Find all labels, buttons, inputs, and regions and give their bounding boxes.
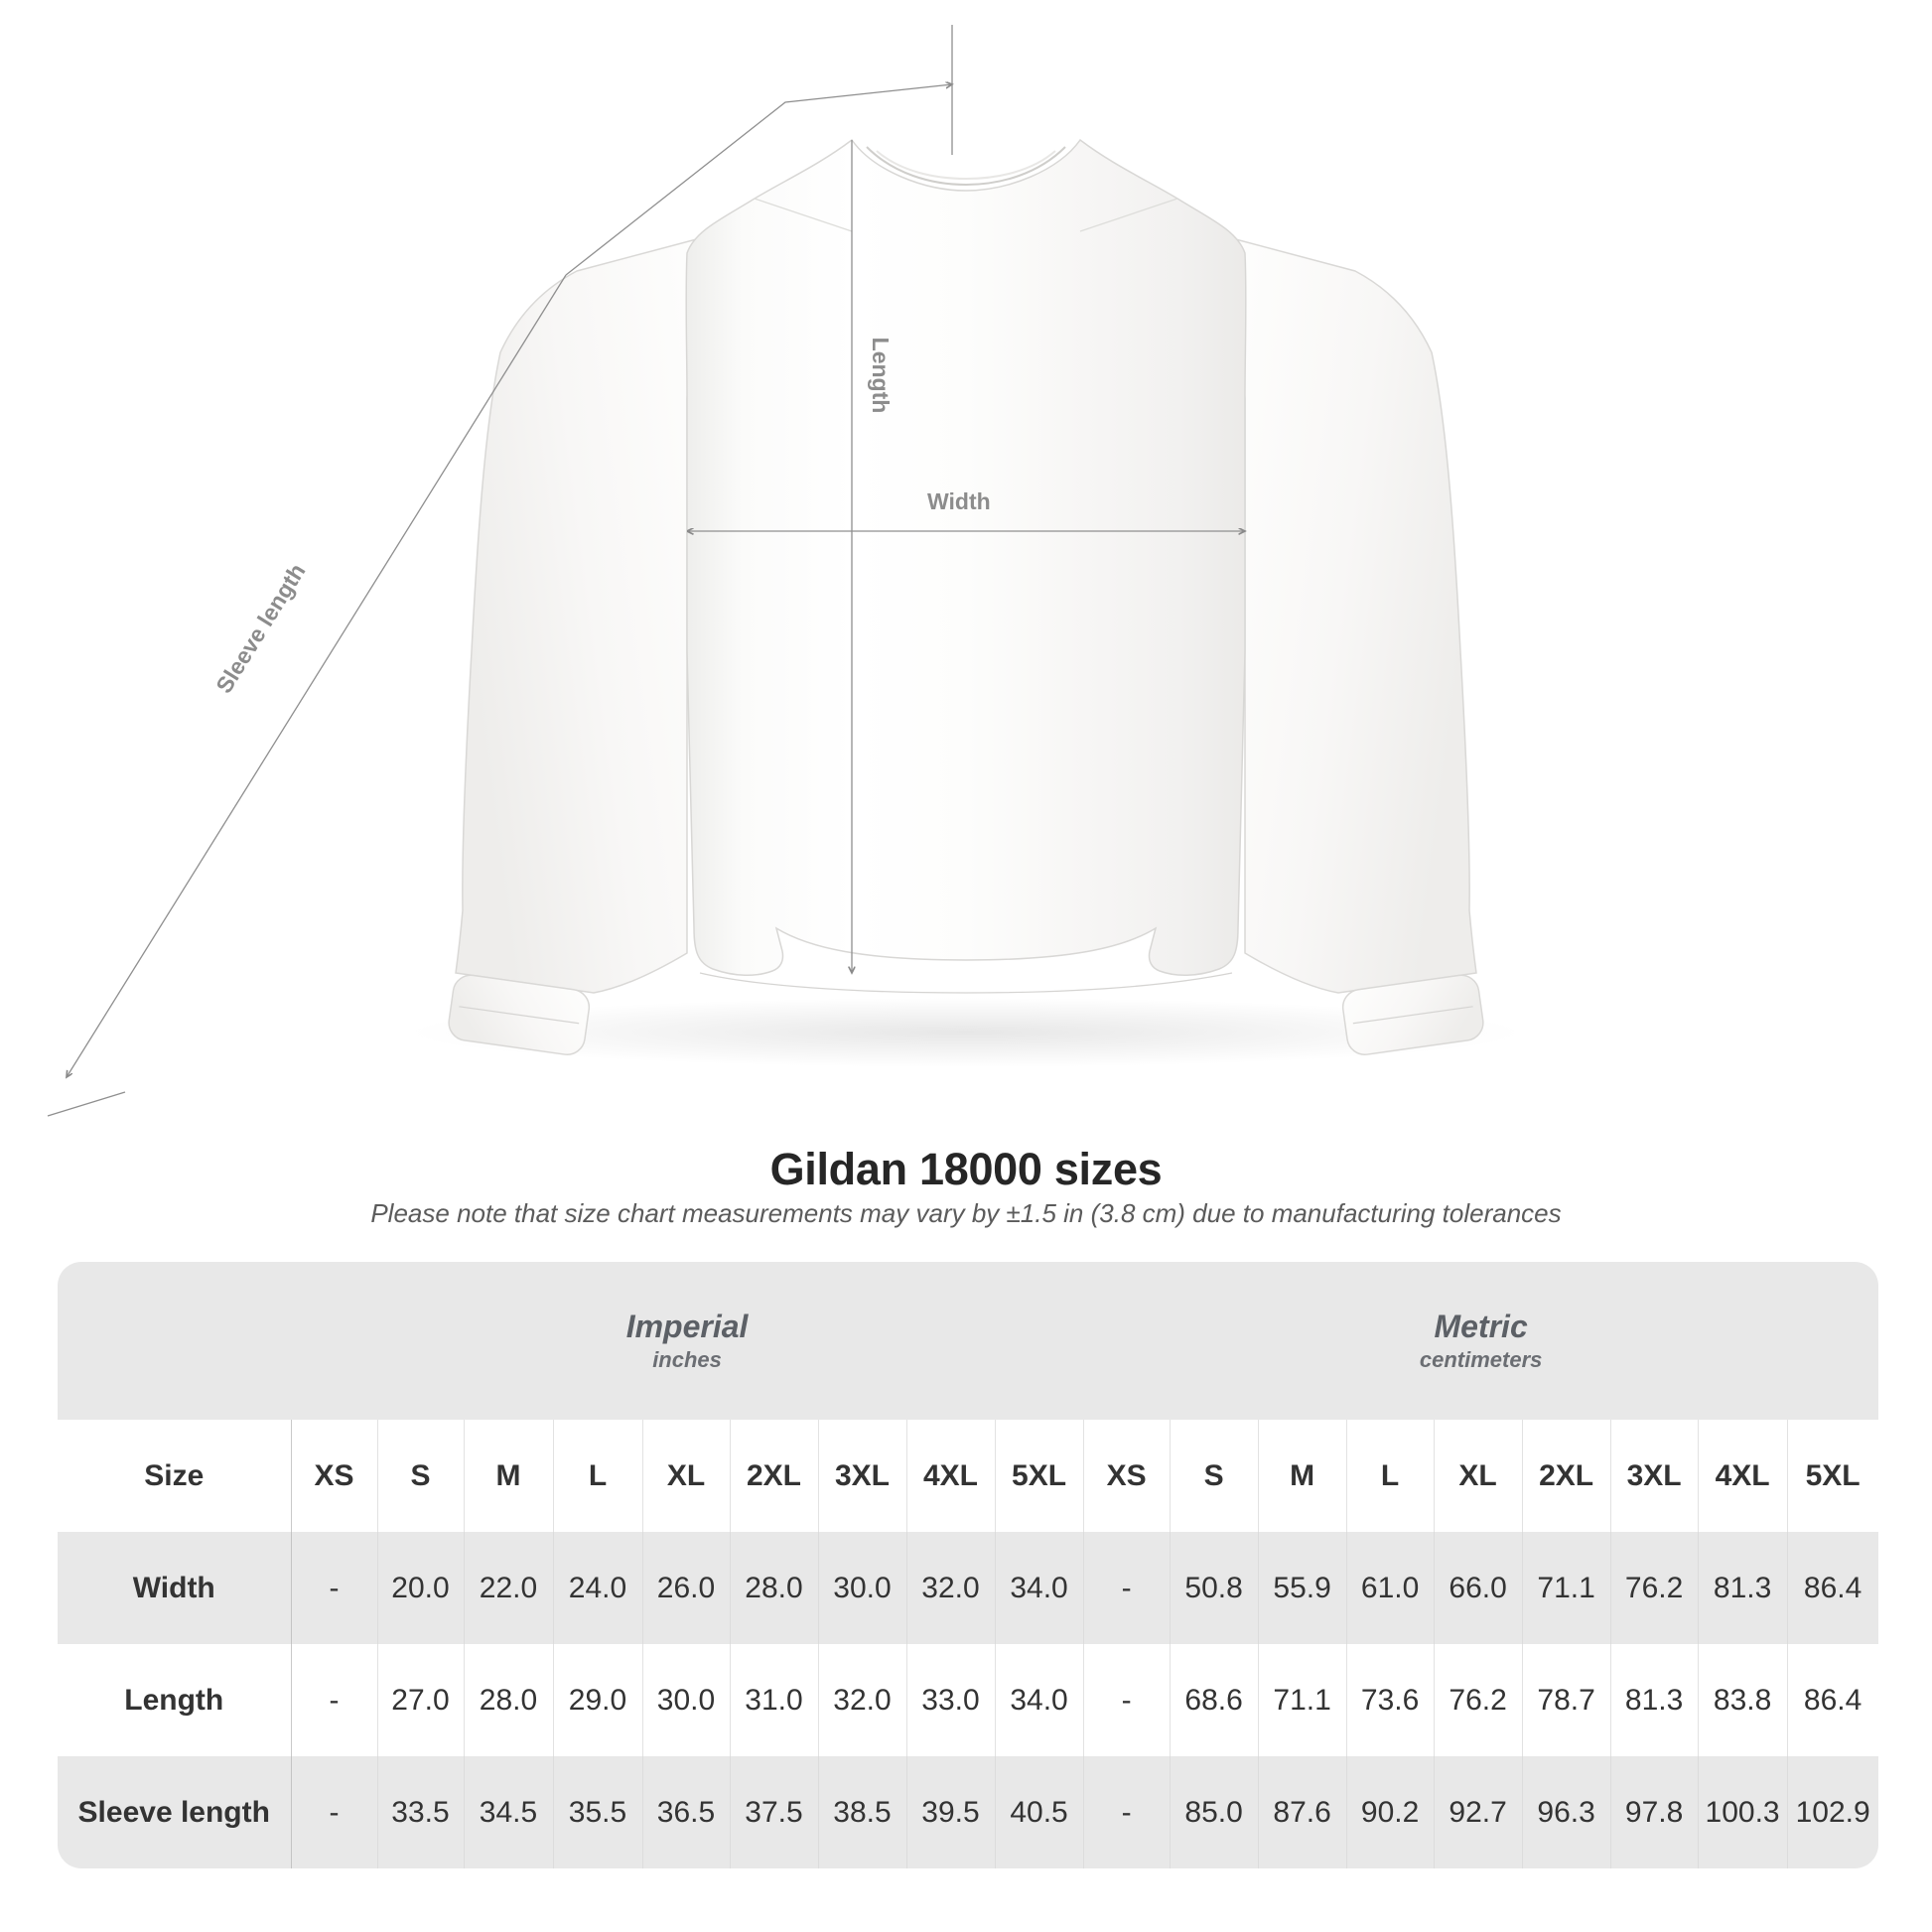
svg-text:Sleeve length: Sleeve length	[210, 559, 310, 698]
svg-text:Width: Width	[927, 488, 991, 514]
svg-text:Length: Length	[868, 338, 894, 414]
